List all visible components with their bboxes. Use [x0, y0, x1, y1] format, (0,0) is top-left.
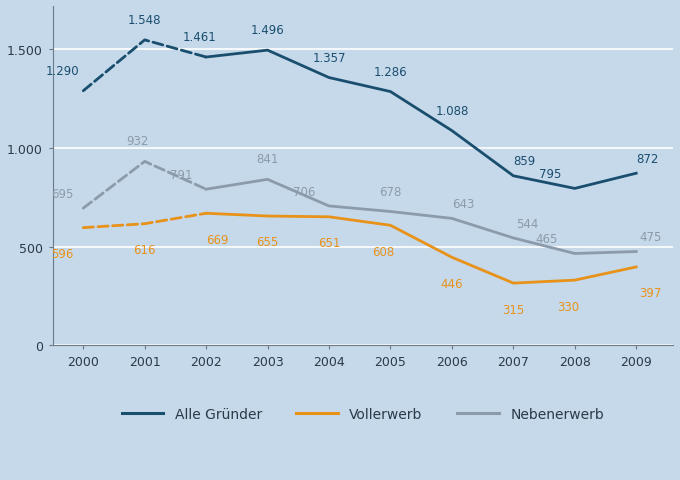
- Text: 1.286: 1.286: [373, 66, 407, 79]
- Text: 1.461: 1.461: [182, 31, 216, 44]
- Text: 544: 544: [516, 217, 539, 230]
- Text: 465: 465: [536, 233, 558, 246]
- Text: 1.548: 1.548: [128, 14, 161, 27]
- Text: 596: 596: [51, 248, 73, 261]
- Text: 695: 695: [51, 187, 73, 200]
- Legend: Alle Gründer, Vollerwerb, Nebenerwerb: Alle Gründer, Vollerwerb, Nebenerwerb: [116, 402, 609, 427]
- Text: 678: 678: [379, 185, 402, 198]
- Text: 446: 446: [441, 277, 463, 290]
- Text: 330: 330: [557, 300, 579, 313]
- Text: 643: 643: [452, 198, 474, 211]
- Text: 872: 872: [636, 153, 658, 166]
- Text: 1.357: 1.357: [312, 51, 345, 64]
- Text: 795: 795: [539, 168, 561, 180]
- Text: 669: 669: [206, 233, 228, 246]
- Text: 1.088: 1.088: [435, 105, 469, 118]
- Text: 1.496: 1.496: [251, 24, 284, 37]
- Text: 651: 651: [318, 237, 340, 250]
- Text: 932: 932: [126, 135, 149, 148]
- Text: 315: 315: [503, 303, 524, 316]
- Text: 616: 616: [133, 244, 156, 257]
- Text: 1.290: 1.290: [46, 65, 80, 78]
- Text: 859: 859: [513, 155, 536, 168]
- Text: 475: 475: [639, 231, 661, 244]
- Text: 397: 397: [639, 287, 661, 300]
- Text: 791: 791: [170, 168, 192, 181]
- Text: 841: 841: [256, 153, 279, 166]
- Text: 706: 706: [293, 185, 316, 198]
- Text: 655: 655: [256, 236, 279, 249]
- Text: 608: 608: [373, 245, 394, 258]
